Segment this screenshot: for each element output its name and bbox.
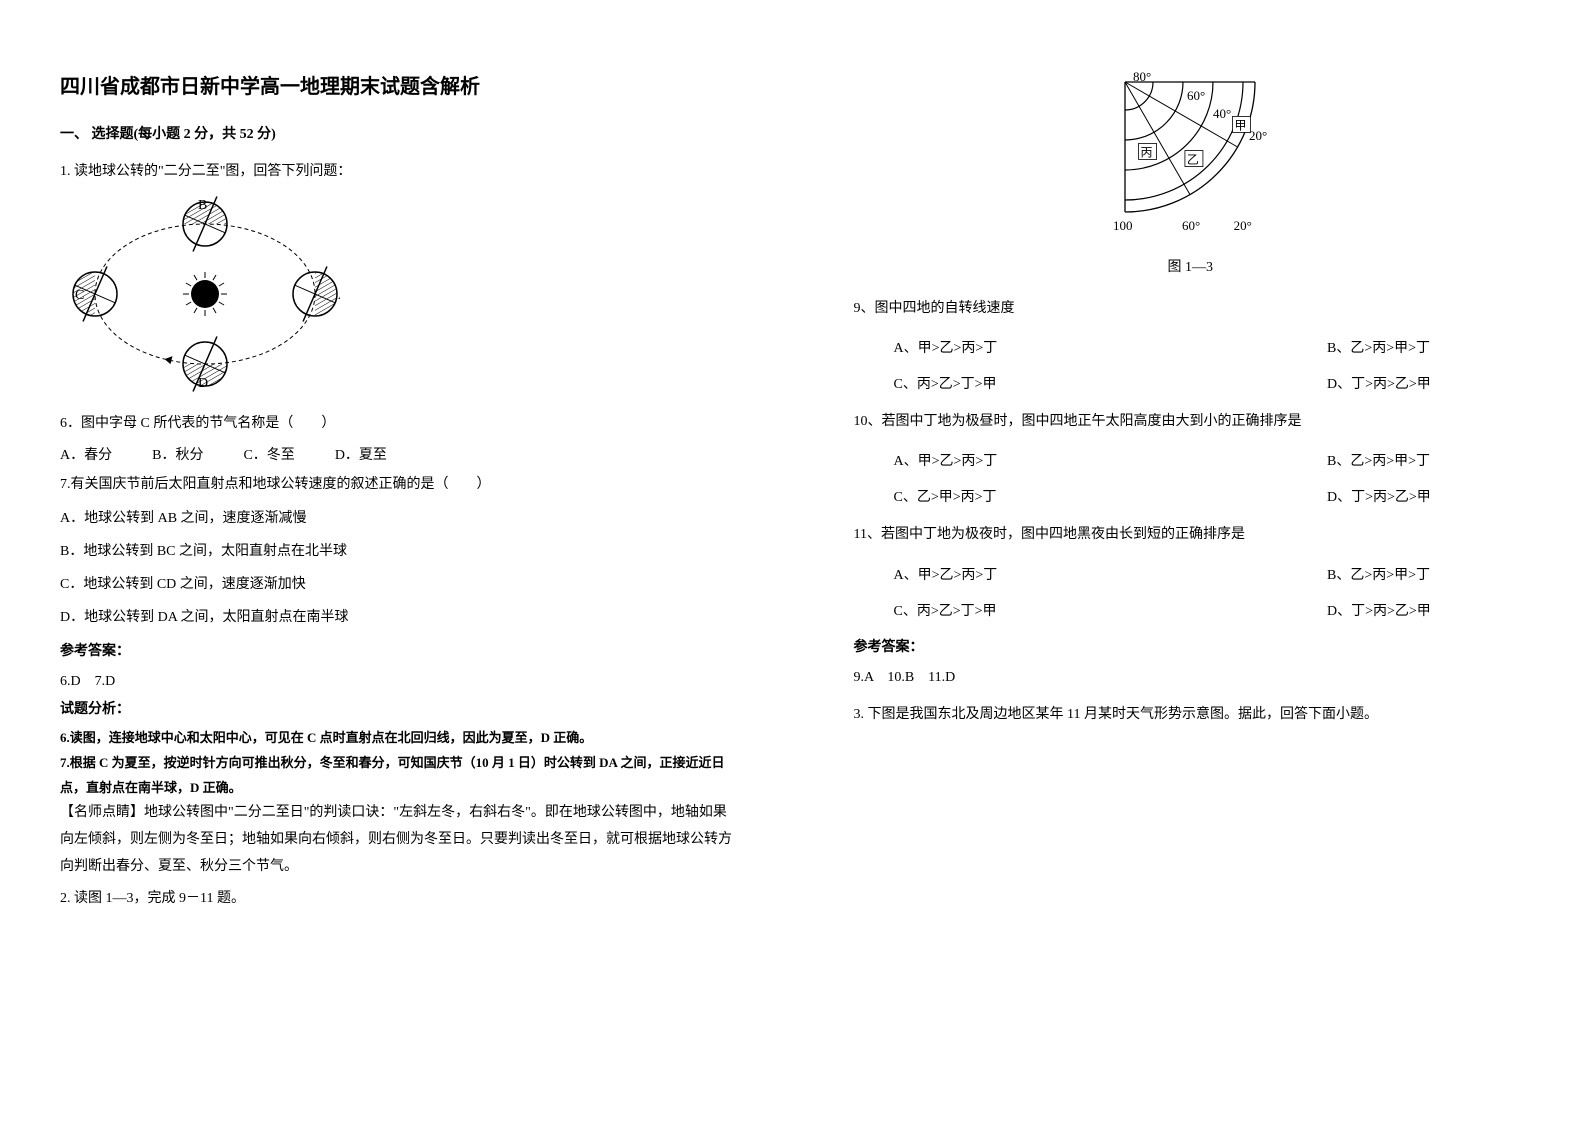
q3-text: 3. 下图是我国东北及周边地区某年 11 月某时天气形势示意图。据此，回答下面小… bbox=[854, 702, 1528, 727]
section-1-header: 一、 选择题(每小题 2 分，共 52 分) bbox=[60, 123, 734, 143]
q11-opt-b: B、乙>丙>甲>丁 bbox=[1327, 564, 1527, 584]
svg-text:A: A bbox=[338, 288, 340, 303]
q10-opt-b: B、乙>丙>甲>丁 bbox=[1327, 450, 1527, 470]
answer-9-11: 9.A 10.B 11.D bbox=[854, 666, 1528, 686]
q6-opt-c: C．冬至 bbox=[243, 444, 294, 464]
tip-text: 【名师点睛】地球公转图中"二分二至日"的判读口诀："左斜左冬，右斜右冬"。即在地… bbox=[60, 800, 734, 880]
q6-options: A．春分 B．秋分 C．冬至 D．夏至 bbox=[60, 444, 734, 464]
q9-opt-b: B、乙>丙>甲>丁 bbox=[1327, 337, 1527, 357]
svg-text:丙: 丙 bbox=[1141, 145, 1153, 159]
q11-row1: A、甲>乙>丙>丁 B、乙>丙>甲>丁 bbox=[854, 564, 1528, 584]
svg-text:100: 100 bbox=[1113, 218, 1133, 233]
q10-row1: A、甲>乙>丙>丁 B、乙>丙>甲>丁 bbox=[854, 450, 1528, 470]
q11-row2: C、丙>乙>丁>甲 D、丁>丙>乙>甲 bbox=[854, 600, 1528, 620]
q1-intro: 1. 读地球公转的"二分二至"图，回答下列问题： bbox=[60, 159, 734, 184]
q7-text: 7.有关国庆节前后太阳直射点和地球公转速度的叙述正确的是（ ） bbox=[60, 472, 734, 497]
q10-opt-a: A、甲>乙>丙>丁 bbox=[894, 450, 1328, 470]
figure-orbit: A B C D bbox=[60, 194, 734, 399]
q10-opt-d: D、丁>丙>乙>甲 bbox=[1327, 486, 1527, 506]
q6-opt-b: B．秋分 bbox=[152, 444, 203, 464]
analysis-7: 7.根据 C 为夏至，按逆时针方向可推出秋分，冬至和春分，可知国庆节（10 月 … bbox=[60, 751, 734, 800]
q7-opt-a: A．地球公转到 AB 之间，速度逐渐减慢 bbox=[60, 506, 734, 531]
answer-label-1: 参考答案： bbox=[60, 640, 734, 660]
svg-text:甲: 甲 bbox=[1235, 118, 1247, 132]
svg-text:20°: 20° bbox=[1234, 218, 1252, 233]
q6-text: 6．图中字母 C 所代表的节气名称是（ ） bbox=[60, 411, 734, 436]
answer-label-2: 参考答案： bbox=[854, 636, 1528, 656]
svg-text:60°: 60° bbox=[1182, 218, 1200, 233]
q10-text: 10、若图中丁地为极昼时，图中四地正午太阳高度由大到小的正确排序是 bbox=[854, 409, 1528, 434]
q9-row1: A、甲>乙>丙>丁 B、乙>丙>甲>丁 bbox=[854, 337, 1528, 357]
svg-text:D: D bbox=[198, 376, 208, 391]
analysis-label: 试题分析： bbox=[60, 698, 734, 718]
svg-text:60°: 60° bbox=[1187, 88, 1205, 103]
q7-opt-c: C．地球公转到 CD 之间，速度逐渐加快 bbox=[60, 572, 734, 597]
figure-1-3: 80° 60° 40° 20° 100 60° 20° 丙乙 甲 图 1—3 bbox=[854, 70, 1528, 276]
svg-text:20°: 20° bbox=[1249, 128, 1267, 143]
svg-text:B: B bbox=[198, 198, 207, 213]
q9-text: 9、图中四地的自转线速度 bbox=[854, 296, 1528, 321]
q10-opt-c: C、乙>甲>丙>丁 bbox=[894, 486, 1328, 506]
svg-text:乙: 乙 bbox=[1187, 153, 1199, 167]
q7-opt-b: B．地球公转到 BC 之间，太阳直射点在北半球 bbox=[60, 539, 734, 564]
document-title: 四川省成都市日新中学高一地理期末试题含解析 bbox=[60, 70, 734, 99]
analysis-6: 6.读图，连接地球中心和太阳中心，可见在 C 点时直射点在北回归线，因此为夏至，… bbox=[60, 726, 734, 751]
q7-opt-d: D．地球公转到 DA 之间，太阳直射点在南半球 bbox=[60, 605, 734, 630]
svg-text:80°: 80° bbox=[1133, 70, 1151, 84]
q6-opt-d: D．夏至 bbox=[335, 444, 387, 464]
svg-text:40°: 40° bbox=[1213, 106, 1231, 121]
answer-6-7: 6.D 7.D bbox=[60, 670, 734, 690]
q6-opt-a: A．春分 bbox=[60, 444, 112, 464]
q9-opt-a: A、甲>乙>丙>丁 bbox=[894, 337, 1328, 357]
q10-row2: C、乙>甲>丙>丁 D、丁>丙>乙>甲 bbox=[854, 486, 1528, 506]
q11-text: 11、若图中丁地为极夜时，图中四地黑夜由长到短的正确排序是 bbox=[854, 522, 1528, 547]
q9-opt-d: D、丁>丙>乙>甲 bbox=[1327, 373, 1527, 393]
q11-opt-d: D、丁>丙>乙>甲 bbox=[1327, 600, 1527, 620]
svg-text:C: C bbox=[75, 288, 84, 303]
q11-opt-c: C、丙>乙>丁>甲 bbox=[894, 600, 1328, 620]
q11-opt-a: A、甲>乙>丙>丁 bbox=[894, 564, 1328, 584]
figure-1-3-caption: 图 1—3 bbox=[854, 256, 1528, 276]
q9-opt-c: C、丙>乙>丁>甲 bbox=[894, 373, 1328, 393]
q9-row2: C、丙>乙>丁>甲 D、丁>丙>乙>甲 bbox=[854, 373, 1528, 393]
q2-intro: 2. 读图 1—3，完成 9－11 题。 bbox=[60, 886, 734, 911]
